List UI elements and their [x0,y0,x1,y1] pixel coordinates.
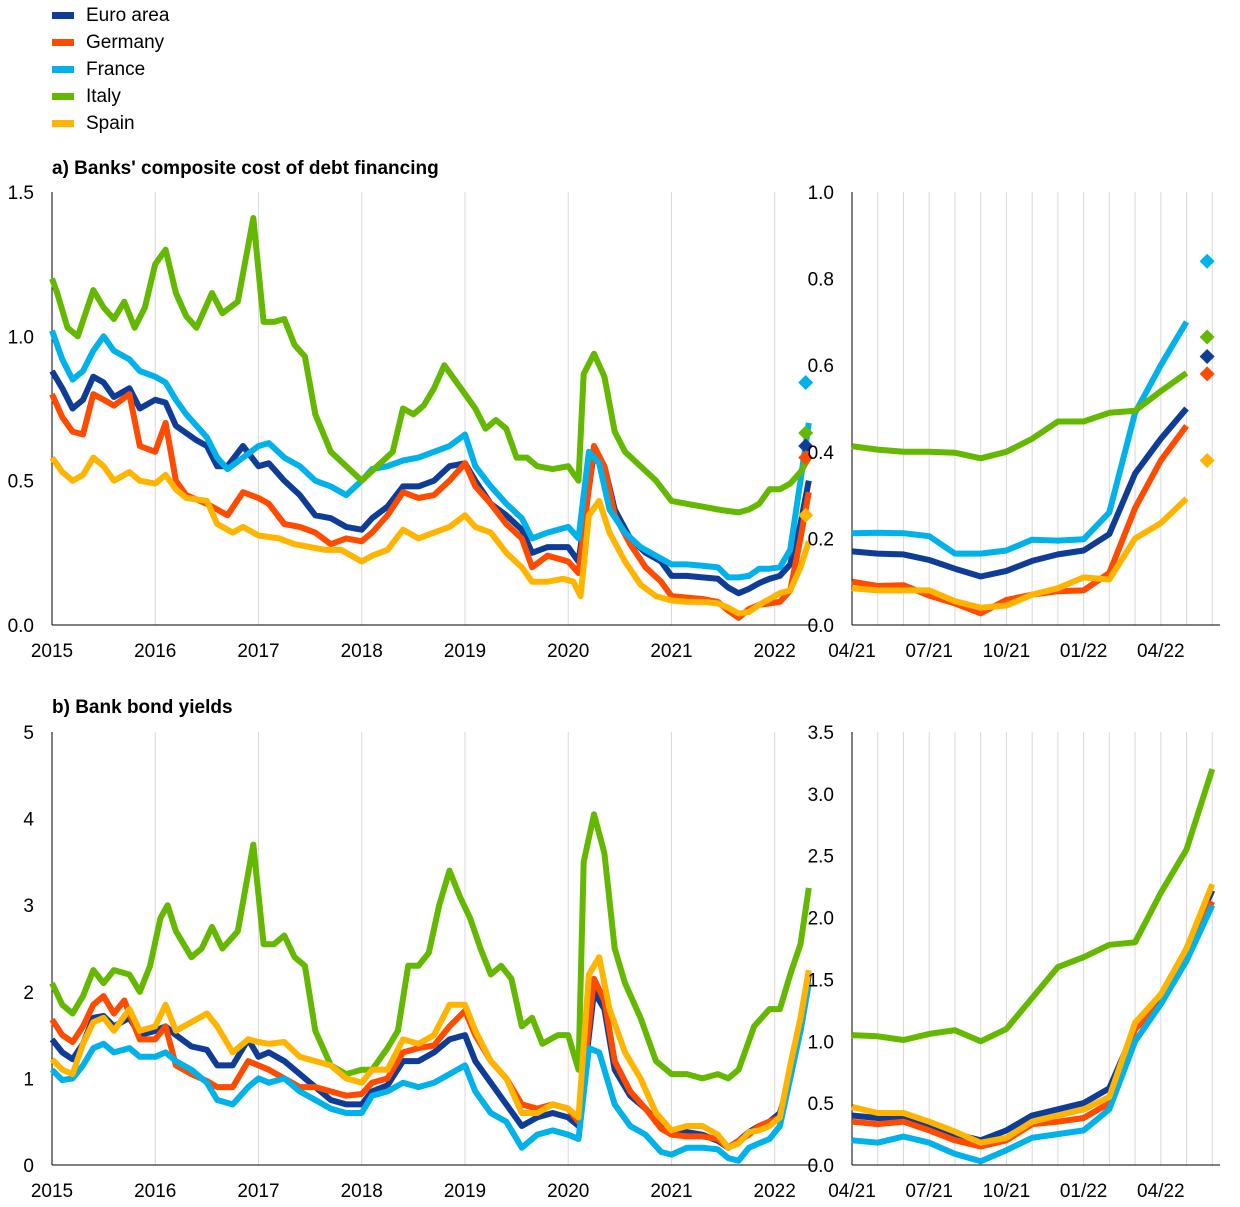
y-tick-label: 1.5 [808,970,834,991]
y-tick-label: 0.6 [808,356,834,377]
x-tick-label: 04/21 [828,641,876,662]
series-line-italy [49,215,812,516]
legend-label: Euro area [86,4,170,26]
x-tick-label: 2016 [134,1181,176,1202]
marker-italy [798,425,814,441]
legend-label: France [86,58,146,80]
x-tick-label: 2015 [31,1181,73,1202]
y-tick-label: 0.0 [808,616,834,637]
x-tick-label: 04/22 [1137,1181,1185,1202]
series-line-euro-area [851,406,1189,580]
x-tick-label: 07/21 [905,641,953,662]
x-tick-label: 2019 [444,1181,486,1202]
legend-item-france: France [52,56,169,83]
legend-swatch [52,39,74,46]
x-tick-label: 2020 [547,1181,589,1202]
series-line-spain [49,454,812,617]
y-tick-label: 1.0 [808,183,834,204]
series-line-italy [851,768,1216,1045]
series-line-euro-area [49,369,812,597]
y-tick-label: 4 [23,810,34,831]
marker-germany [1199,366,1215,382]
x-tick-label: 2017 [237,1181,279,1202]
y-tick-label: 0.2 [808,529,834,550]
y-tick-label: 3 [23,896,34,917]
x-tick-label: 2021 [650,1181,692,1202]
marker-euro-area [798,438,814,454]
x-tick-label: 2015 [31,641,73,662]
y-tick-label: 3.5 [808,723,834,744]
y-tick-label: 1.0 [8,327,34,348]
y-tick-label: 1.5 [8,183,34,204]
x-tick-label: 04/22 [1137,641,1185,662]
legend-swatch [52,66,74,73]
marker-euro-area [1199,349,1215,365]
x-tick-label: 01/22 [1060,641,1108,662]
legend-swatch [52,12,74,19]
y-tick-label: 5 [23,723,34,744]
y-tick-label: 0 [23,1156,34,1177]
x-tick-label: 2018 [341,641,383,662]
panel-b-title: b) Bank bond yields [52,697,233,718]
x-tick-label: 10/21 [983,641,1031,662]
marker-italy [1199,329,1215,345]
y-tick-label: 1.0 [808,1032,834,1053]
y-tick-label: 2.0 [808,909,834,930]
series-line-france [49,329,812,581]
y-tick-label: 0.5 [808,1094,834,1115]
series-line-spain [49,954,812,1151]
x-tick-label: 2019 [444,641,486,662]
y-tick-label: 0.5 [8,472,34,493]
x-tick-label: 01/22 [1060,1181,1108,1202]
x-tick-label: 2016 [134,641,176,662]
x-tick-label: 10/21 [983,1181,1031,1202]
x-tick-label: 2022 [754,641,796,662]
marker-germany [798,450,814,466]
marker-france [798,375,814,391]
marker-spain [798,507,814,523]
legend-label: Italy [86,85,121,107]
series-line-france [851,903,1216,1165]
series-line-italy [49,811,812,1082]
y-tick-label: 1 [23,1069,34,1090]
legend-item-euro-area: Euro area [52,2,169,29]
x-tick-label: 2020 [547,641,589,662]
legend-swatch [52,120,74,127]
y-tick-label: 0.0 [808,1156,834,1177]
legend-label: Germany [86,31,165,53]
x-tick-label: 07/21 [905,1181,953,1202]
x-tick-label: 2017 [237,641,279,662]
y-tick-label: 2 [23,983,34,1004]
x-tick-label: 04/21 [828,1181,876,1202]
series-line-spain [851,883,1216,1146]
x-tick-label: 2018 [341,1181,383,1202]
series-line-france [851,320,1190,557]
series-line-france [49,982,812,1164]
y-tick-label: 0.0 [8,616,34,637]
y-tick-label: 0.8 [808,270,834,291]
x-tick-label: 2022 [754,1181,796,1202]
series-line-germany [49,975,812,1151]
series-line-spain [851,496,1189,611]
y-tick-label: 3.0 [808,785,834,806]
y-tick-label: 2.5 [808,847,834,868]
legend-item-germany: Germany [52,29,169,56]
panel-a-title: a) Banks' composite cost of debt financi… [52,158,439,179]
series-line-euro-area [49,974,812,1151]
legend-swatch [52,93,74,100]
x-tick-label: 2021 [650,641,692,662]
legend-item-spain: Spain [52,110,169,137]
y-tick-label: 0.4 [808,443,835,464]
legend-label: Spain [86,112,135,134]
marker-france [1199,253,1215,269]
legend: Euro area Germany France Italy Spain [52,2,169,137]
legend-item-italy: Italy [52,83,169,110]
marker-spain [1199,452,1215,468]
series-line-italy [851,370,1189,462]
